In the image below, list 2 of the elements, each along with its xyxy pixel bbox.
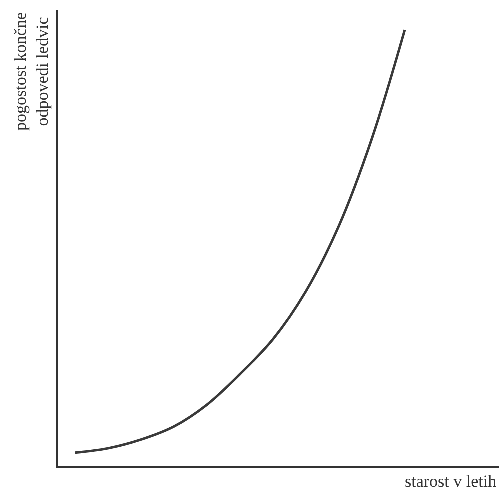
y-axis-title: pogostost končne odpovedi ledvic [11,12,52,131]
x-axis-title: starost v letih [405,472,498,491]
